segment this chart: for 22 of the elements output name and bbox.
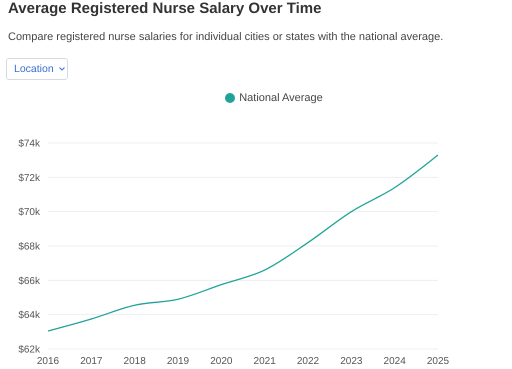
x-tick-label: 2016 — [36, 356, 60, 368]
x-tick-label: 2025 — [426, 356, 450, 368]
y-tick-label: $74k — [18, 138, 41, 150]
x-tick-label: 2020 — [210, 356, 233, 368]
y-tick-label: $72k — [18, 172, 41, 184]
x-tick-label: 2023 — [340, 356, 363, 368]
line-series — [47, 154, 439, 332]
chart-title: Average Registered Nurse Salary Over Time — [8, 0, 322, 17]
x-tick-label: 2018 — [124, 356, 146, 368]
chart-subtitle: Compare registered nurse salaries for individual cities or states with the national average. — [8, 31, 444, 43]
x-tick-label: 2019 — [166, 356, 190, 368]
y-tick-label: $66k — [18, 276, 41, 287]
x-tick-label: 2022 — [296, 356, 320, 368]
y-tick-label: $64k — [18, 310, 41, 322]
dropdown-field: Location — [6, 58, 68, 80]
y-tick-label: $70k — [18, 207, 41, 218]
y-tick-label: $68k — [18, 242, 41, 253]
legend-label: National Average — [239, 92, 323, 104]
x-tick-label: 2021 — [254, 356, 276, 368]
y-tick-label: $62k — [18, 344, 41, 356]
x-tick-label: 2017 — [80, 356, 103, 368]
x-tick-label: 2024 — [384, 356, 406, 368]
